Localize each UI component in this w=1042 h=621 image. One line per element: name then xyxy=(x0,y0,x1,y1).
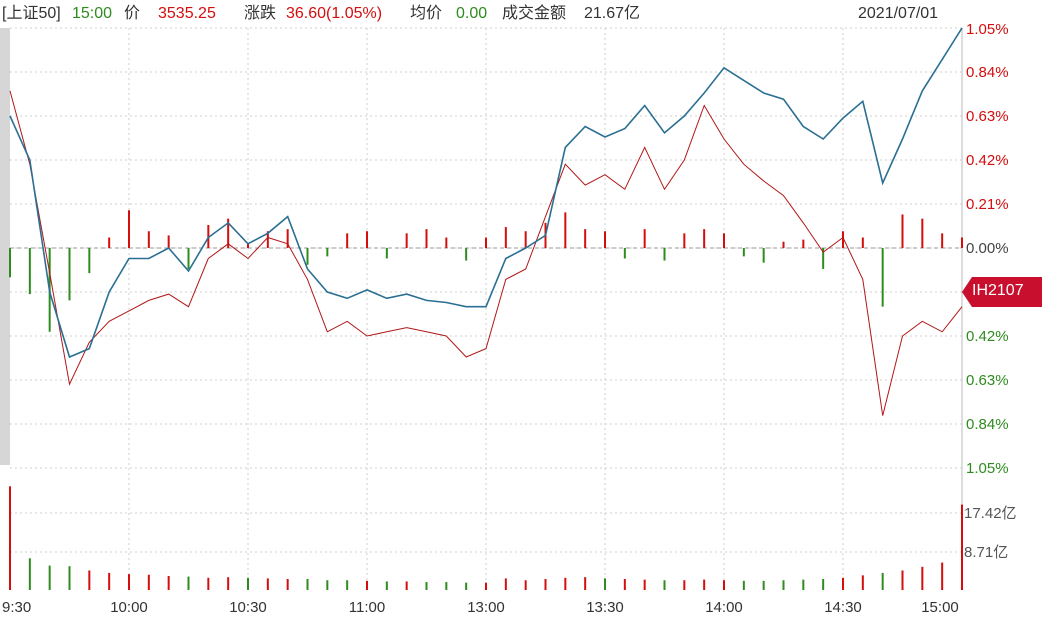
price-tick-label: 0.42% xyxy=(966,328,1009,345)
left-strip xyxy=(0,28,10,465)
time-axis: 9:30 10:00 10:30 11:00 13:00 13:30 14:00 14:30 1… xyxy=(2,599,959,616)
time-tick-label: 10:00 xyxy=(110,599,148,616)
turnover-value: 21.67亿 xyxy=(584,5,641,22)
time-tick-label: 14:00 xyxy=(705,599,743,616)
time-tick-label: 10:30 xyxy=(229,599,267,616)
index-line xyxy=(9,27,963,359)
price-tick-label: 1.05% xyxy=(966,460,1009,477)
contract-tag[interactable]: IH2107 xyxy=(962,277,1042,307)
price-tick-label: 0.42% xyxy=(966,152,1009,169)
price-tick-label: 1.05% xyxy=(966,21,1009,38)
grid xyxy=(10,27,963,590)
price-axis: 1.05% 0.84% 0.63% 0.42% 0.21% 0.00% 0.42% 0.63%… xyxy=(966,21,1009,477)
price-tick-label: 0.21% xyxy=(966,196,1009,213)
price-tick-label: 0.84% xyxy=(966,64,1009,81)
date-value: 2021/07/01 xyxy=(858,5,939,22)
time-tick-label: 15:00 xyxy=(921,599,959,616)
time-tick-label: 13:30 xyxy=(586,599,624,616)
price-tick-label: 0.84% xyxy=(966,416,1009,433)
price-label: 价 xyxy=(124,5,141,22)
volume-tick-label: 17.42亿 xyxy=(964,505,1017,522)
turnover-label: 成交金额 xyxy=(502,5,567,22)
time-tick-label: 9:30 xyxy=(2,599,31,616)
time-value: 15:00 xyxy=(72,5,113,22)
price-value: 3535.25 xyxy=(158,5,216,22)
price-tick-label: 0.63% xyxy=(966,372,1009,389)
change-label: 涨跌 xyxy=(244,5,277,22)
contract-tag-label: IH2107 xyxy=(972,282,1024,299)
future-line xyxy=(9,90,963,416)
volume-tick-label: 8.71亿 xyxy=(964,544,1008,561)
avg-value: 0.00 xyxy=(456,5,488,22)
time-tick-label: 14:30 xyxy=(824,599,862,616)
price-tick-label: 0.00% xyxy=(966,240,1009,257)
tag-shape xyxy=(962,277,1042,307)
trend-bars xyxy=(9,210,963,332)
time-tick-label: 11:00 xyxy=(349,599,385,616)
price-tick-label: 0.63% xyxy=(966,108,1009,125)
index-name: [上证50] xyxy=(2,5,61,22)
volume-axis: 17.42亿 8.71亿 xyxy=(964,505,1017,561)
change-value: 36.60(1.05%) xyxy=(286,5,383,22)
avg-label: 均价 xyxy=(410,5,443,22)
time-tick-label: 13:00 xyxy=(467,599,505,616)
volume-bars xyxy=(9,486,963,590)
quote-header: [上证50] 15:00 价 3535.25 涨跌 36.60(1.05%) 均… xyxy=(0,0,1042,28)
